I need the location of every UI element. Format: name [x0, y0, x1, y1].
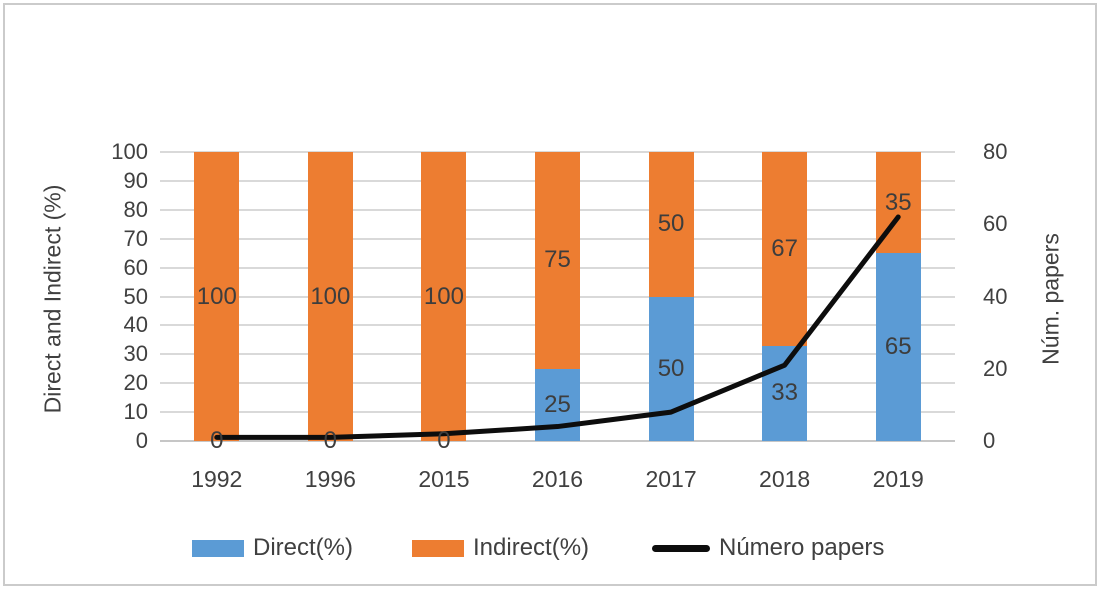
legend-item-line: Número papers: [652, 534, 884, 562]
legend-swatch-line-icon: [652, 544, 710, 552]
right-tick-60: 60: [983, 211, 1008, 237]
label-indirect-2015: 100: [423, 282, 464, 310]
legend-swatch-direct: [192, 539, 244, 557]
legend-item-direct: Direct(%): [192, 534, 353, 562]
gridline-0: [160, 440, 955, 442]
left-tick-70: 70: [123, 225, 148, 251]
x-label-2015: 2015: [418, 466, 470, 492]
legend-item-indirect: Indirect(%): [412, 534, 589, 562]
label-indirect-2017: 50: [657, 210, 685, 238]
label-indirect-1996: 100: [310, 282, 351, 310]
left-tick-60: 60: [123, 254, 148, 280]
left-tick-0: 0: [135, 428, 148, 453]
x-label-2018: 2018: [759, 466, 811, 492]
legend-swatch-indirect: [412, 539, 464, 557]
legend-label-line: Número papers: [719, 534, 885, 561]
right-tick-20: 20: [983, 355, 1008, 381]
right-tick-80: 80: [983, 139, 1008, 164]
right-tick-0: 0: [983, 428, 996, 453]
label-indirect-2018: 67: [771, 234, 798, 262]
left-tick-90: 90: [123, 167, 148, 193]
x-label-2019: 2019: [872, 466, 924, 492]
left-tick-10: 10: [123, 399, 148, 425]
label-direct-2015: 0: [437, 427, 451, 454]
left-tick-30: 30: [123, 341, 148, 367]
label-indirect-2016: 75: [544, 246, 571, 274]
label-direct-2016: 25: [544, 390, 571, 418]
label-direct-2018: 33: [771, 379, 798, 407]
label-direct-1996: 0: [323, 427, 338, 454]
right-tick-40: 40: [983, 283, 1008, 309]
label-direct-2017: 50: [657, 354, 685, 382]
left-tick-40: 40: [123, 312, 148, 338]
x-label-1992: 1992: [191, 466, 243, 492]
x-label-2017: 2017: [645, 466, 697, 492]
legend-label-indirect: Indirect(%): [473, 534, 590, 561]
label-indirect-1992: 100: [196, 282, 237, 310]
left-tick-80: 80: [123, 196, 148, 222]
legend-label-direct: Direct(%): [253, 534, 353, 561]
x-label-2016: 2016: [531, 466, 584, 492]
label-direct-1992: 0: [210, 427, 224, 454]
label-direct-2019: 65: [884, 333, 912, 361]
x-label-1996: 1996: [304, 466, 356, 492]
left-tick-100: 100: [111, 139, 148, 164]
left-tick-20: 20: [123, 370, 148, 396]
label-indirect-2019: 35: [884, 188, 912, 216]
left-tick-50: 50: [123, 283, 148, 309]
